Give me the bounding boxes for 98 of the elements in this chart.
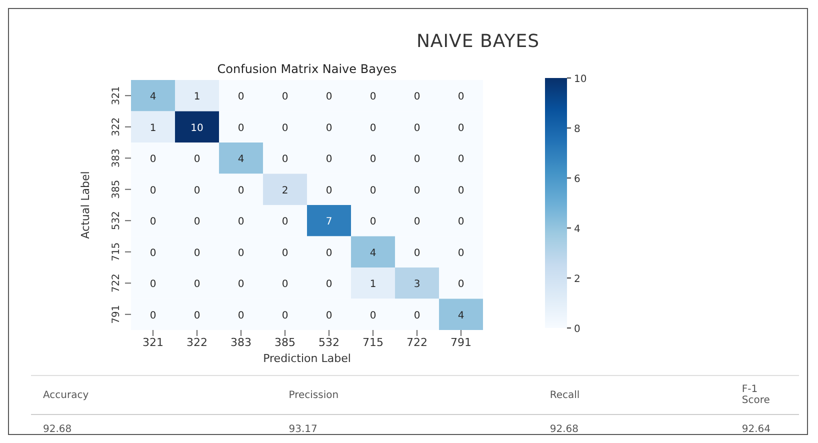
data-label: 0 [326, 154, 332, 166]
data-label: 0 [414, 248, 420, 259]
data-label: 4 [238, 154, 244, 166]
x-tick-label: 532 [318, 336, 340, 349]
data-label: 0 [458, 185, 464, 196]
text: 92.68 [42, 423, 73, 437]
data-label: 0 [194, 279, 200, 290]
data-label: 0 [238, 216, 244, 228]
data-label: 1 [150, 122, 156, 134]
data-label: 0 [414, 310, 420, 322]
data-label: 0 [150, 310, 156, 322]
color-bar-label: 10 [574, 74, 587, 85]
data-label: 0 [458, 154, 464, 166]
data-label: 0 [282, 154, 288, 166]
data-label: 0 [458, 216, 464, 228]
x-tick-label: 791 [450, 336, 472, 349]
data-label: 0 [282, 92, 288, 103]
data-label: 0 [458, 279, 464, 290]
data-label: 4 [458, 310, 464, 322]
data-label: 2 [282, 185, 288, 196]
data-label: 4 [150, 92, 156, 103]
data-label: 0 [150, 216, 156, 228]
data-label: 0 [282, 216, 288, 228]
data-label: 1 [194, 92, 200, 103]
y-tick-label: 383 [111, 148, 122, 168]
data-label: 0 [326, 122, 332, 134]
data-label: 0 [282, 122, 288, 134]
data-label: 0 [370, 216, 376, 228]
data-label: 0 [238, 248, 244, 259]
data-label: 0 [326, 248, 332, 259]
data-label: 0 [238, 122, 244, 134]
data-label: 0 [282, 310, 288, 322]
x-tick-label: 722 [406, 336, 428, 349]
data-label: 0 [150, 248, 156, 259]
x-axis-title: Prediction Label [263, 352, 351, 365]
data-label: 0 [194, 248, 200, 259]
data-label: 1 [370, 279, 376, 290]
text: Precission [276, 376, 538, 414]
text: 92.64 [740, 423, 772, 437]
data-label: 10 [190, 122, 204, 134]
data-label: 4 [370, 248, 376, 259]
data-label: 0 [414, 122, 420, 134]
data-label: 3 [414, 279, 420, 290]
data-label: 0 [326, 92, 332, 103]
y-axis-title: Actual Label [78, 171, 92, 239]
y-tick-label: 791 [111, 304, 122, 324]
data-label: 0 [194, 310, 200, 322]
data-label: 0 [370, 122, 376, 134]
y-tick-label: 722 [111, 274, 122, 293]
x-tick-label: 322 [186, 336, 208, 349]
data-label: 0 [414, 185, 420, 196]
chart-title: NAIVE BAYES [415, 31, 541, 52]
data-label: 0 [370, 92, 376, 103]
data-label: 0 [326, 310, 332, 322]
text: F-1 Score [730, 376, 799, 414]
data-label: 0 [458, 92, 464, 103]
data-label: 0 [238, 310, 244, 322]
color-bar-label: 4 [574, 224, 580, 235]
y-tick-label: 532 [111, 211, 122, 230]
data-label: 0 [370, 185, 376, 196]
data-label: 0 [150, 279, 156, 290]
data-label: 0 [370, 154, 376, 166]
x-tick-label: 385 [274, 336, 296, 349]
y-tick-label: 715 [111, 242, 122, 262]
color-bar-label: 8 [574, 124, 580, 135]
data-label: 0 [414, 154, 420, 166]
color-bar-label: 2 [574, 274, 580, 285]
text: Recall [538, 376, 730, 414]
data-label: 0 [194, 185, 200, 196]
data-label: 0 [238, 279, 244, 290]
x-tick-label: 715 [362, 336, 384, 349]
data-label: 0 [150, 154, 156, 166]
y-tick-label: 385 [111, 180, 122, 199]
data-label: 0 [238, 185, 244, 196]
data-label: 0 [238, 92, 244, 103]
y-tick-label: 321 [111, 86, 122, 106]
x-tick-label: 383 [230, 336, 252, 349]
x-tick-label: 321 [142, 336, 164, 349]
data-label: 0 [326, 279, 332, 290]
data-label: 0 [414, 92, 420, 103]
text: 92.68 [548, 423, 580, 437]
data-label: 7 [326, 216, 332, 228]
chart-subtitle: Confusion Matrix Naive Bayes [216, 62, 398, 76]
text: Accuracy [31, 376, 277, 414]
data-label: 0 [282, 248, 288, 259]
data-label: 0 [326, 185, 332, 196]
data-label: 0 [194, 154, 200, 166]
data-label: 0 [458, 122, 464, 134]
text: 93.17 [288, 423, 318, 437]
data-label: 0 [194, 216, 200, 228]
data-label: 0 [370, 310, 376, 322]
data-label: 0 [414, 216, 420, 228]
data-label: 0 [458, 248, 464, 259]
data-label: 0 [282, 279, 288, 290]
color-bar-label: 6 [574, 174, 580, 185]
y-tick-label: 322 [111, 117, 122, 136]
data-label: 0 [150, 185, 156, 196]
color-bar-label: 0 [574, 324, 580, 335]
